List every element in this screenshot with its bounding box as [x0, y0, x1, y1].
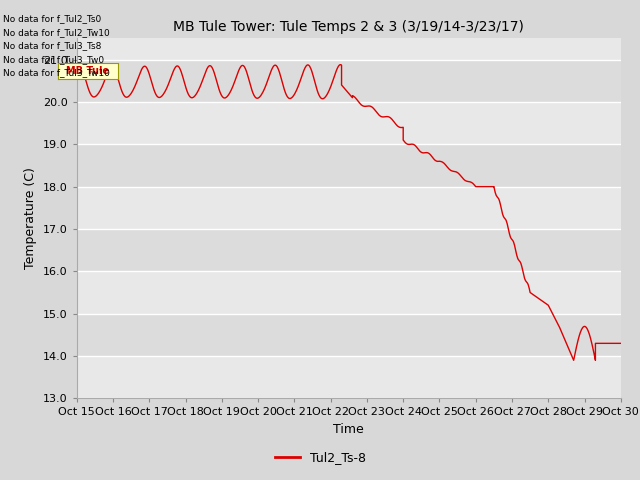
- Bar: [77, 144, 621, 187]
- Bar: [77, 356, 621, 398]
- Text: No data for f_Tul3_Ts8: No data for f_Tul3_Ts8: [3, 41, 102, 50]
- Bar: [77, 60, 621, 102]
- Bar: [77, 102, 621, 144]
- Text: No data for f_Tul3_Tw0: No data for f_Tul3_Tw0: [3, 55, 104, 64]
- Bar: [77, 229, 621, 271]
- Text: No data for f_Tul2_Ts0: No data for f_Tul2_Ts0: [3, 14, 102, 24]
- Title: MB Tule Tower: Tule Temps 2 & 3 (3/19/14-3/23/17): MB Tule Tower: Tule Temps 2 & 3 (3/19/14…: [173, 21, 524, 35]
- Bar: [77, 187, 621, 229]
- Y-axis label: Temperature (C): Temperature (C): [24, 168, 38, 269]
- X-axis label: Time: Time: [333, 423, 364, 436]
- Bar: [77, 314, 621, 356]
- Text: MB Tule: MB Tule: [67, 66, 109, 76]
- Legend: Tul2_Ts-8: Tul2_Ts-8: [269, 446, 371, 469]
- Text: No data for f_Tul2_Tw10: No data for f_Tul2_Tw10: [3, 28, 110, 37]
- Text: No data for f_Tul3_Tw10: No data for f_Tul3_Tw10: [3, 68, 110, 77]
- Bar: [77, 271, 621, 314]
